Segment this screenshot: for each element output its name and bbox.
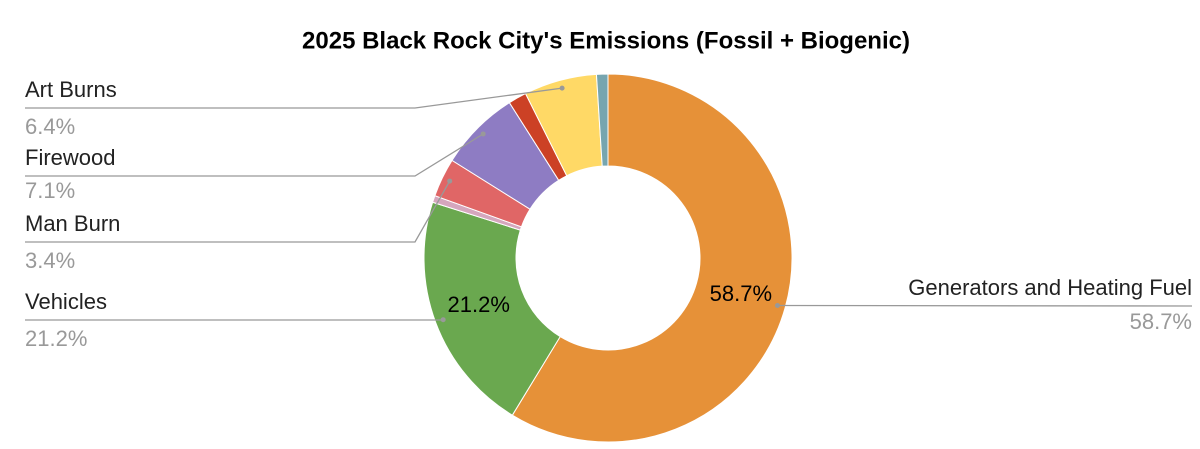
leader-dot (775, 303, 780, 308)
slice-label: Firewood (25, 145, 115, 170)
leader-dot (447, 179, 452, 184)
slice-value-label: 6.4% (25, 114, 75, 139)
slice-label: Man Burn (25, 211, 120, 236)
slice-value-label: 3.4% (25, 248, 75, 273)
slice-label: Generators and Heating Fuel (908, 275, 1192, 300)
slice-value-label: 7.1% (25, 178, 75, 203)
slice-value-label: 21.2% (25, 326, 87, 351)
inside-value-label: 58.7% (710, 281, 772, 306)
leader-dot (560, 86, 565, 91)
slice-label: Art Burns (25, 77, 117, 102)
slice-label: Vehicles (25, 289, 107, 314)
chart-title: 2025 Black Rock City's Emissions (Fossil… (302, 27, 910, 54)
leader-dot (481, 131, 486, 136)
slice-value-label: 58.7% (1130, 309, 1192, 334)
leader-dot (441, 317, 446, 322)
inside-value-label: 21.2% (448, 292, 510, 317)
